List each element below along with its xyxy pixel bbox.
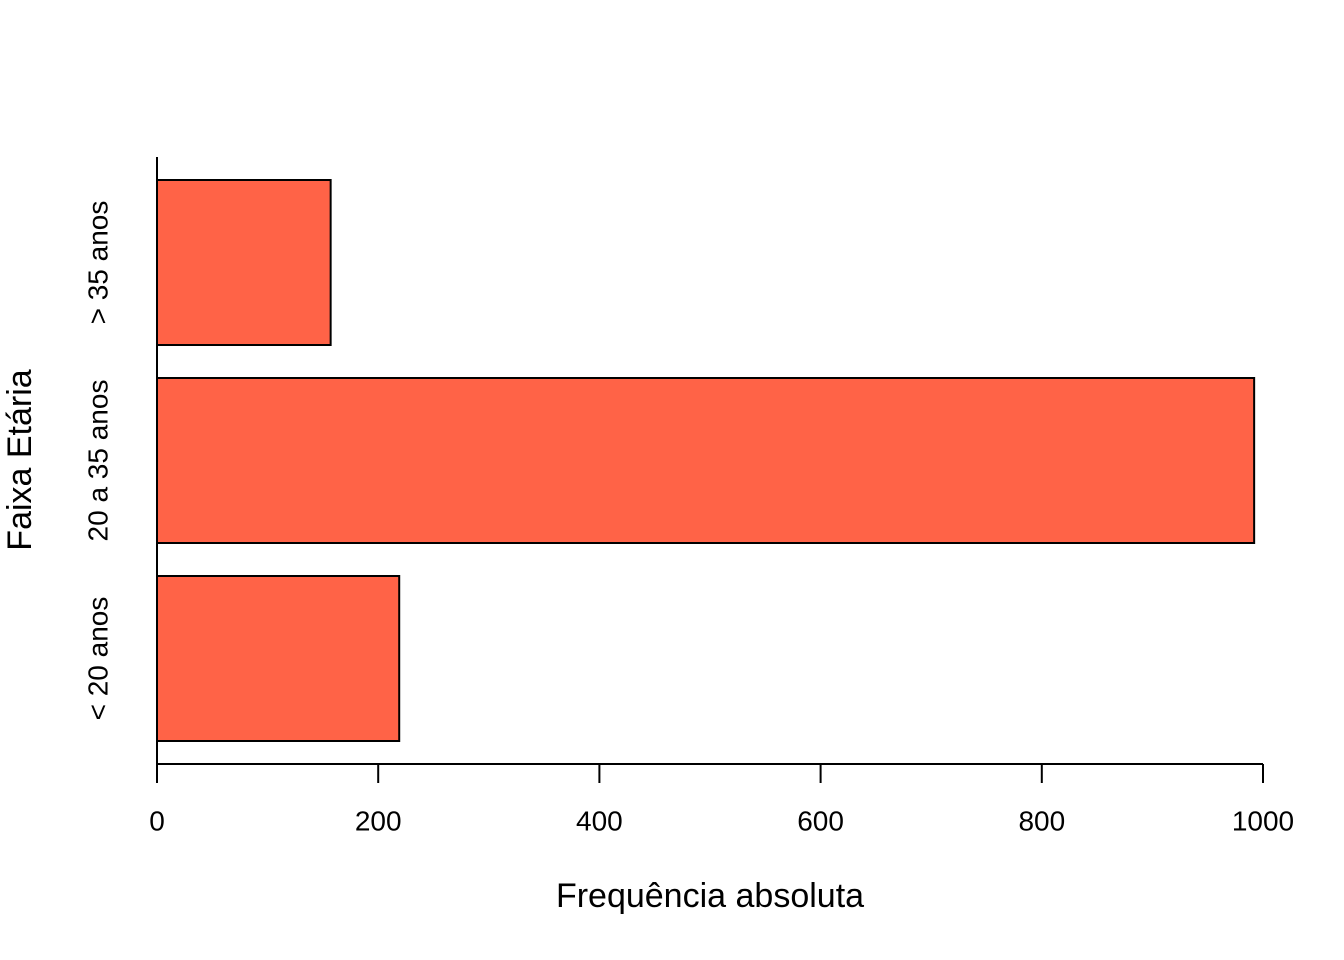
y-tick-label: < 20 anos: [82, 597, 113, 721]
x-tick-label: 400: [576, 805, 623, 836]
y-tick-label: > 35 anos: [82, 201, 113, 325]
x-tick-label: 0: [149, 805, 165, 836]
bar: [156, 377, 1256, 544]
y-axis-title: Faixa Etária: [1, 369, 39, 550]
bar: [156, 179, 332, 346]
y-tick-label: 20 a 35 anos: [82, 380, 113, 542]
bar: [156, 575, 401, 742]
x-tick-label: 1000: [1232, 805, 1294, 836]
x-tick-label: 600: [797, 805, 844, 836]
x-tick-label: 800: [1018, 805, 1065, 836]
x-axis-title: Frequência absoluta: [556, 877, 864, 915]
x-tick-label: 200: [355, 805, 402, 836]
